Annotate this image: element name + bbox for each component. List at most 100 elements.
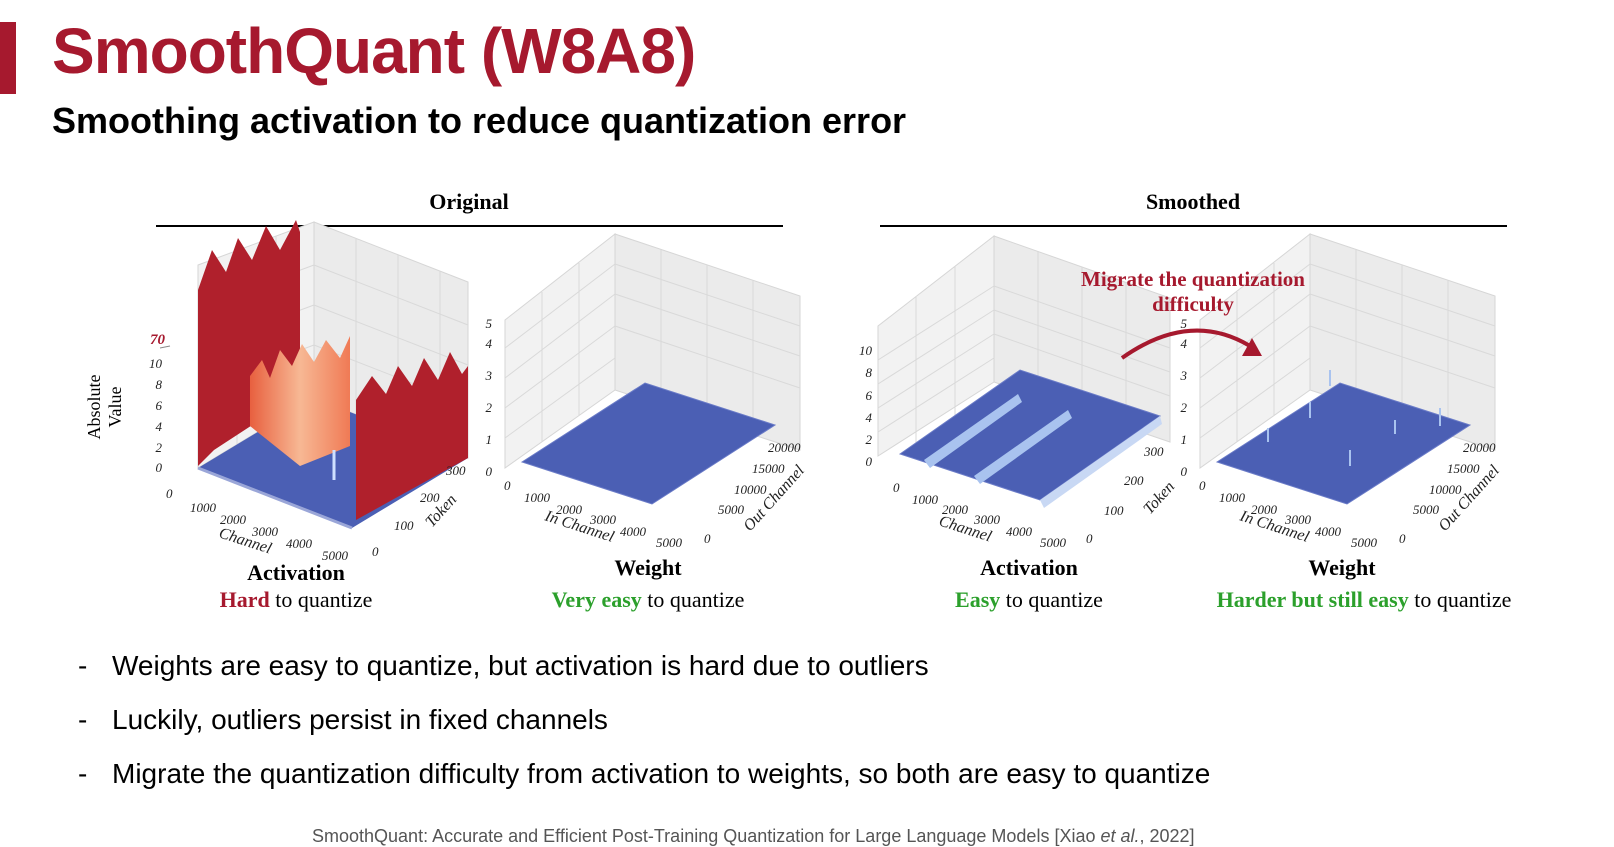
channel-tick-label: 4000 — [1006, 524, 1033, 539]
z-tick-label: 0 — [1181, 464, 1188, 479]
z-tick-label: 2 — [156, 440, 163, 455]
bullet-item: - Weights are easy to quantize, but activ… — [78, 650, 1210, 704]
migrate-arrow-icon — [1120, 328, 1252, 360]
p4-z-ticks: 0 1 2 3 4 5 — [1180, 316, 1188, 479]
caption-subtitle: Hard to quantize — [220, 587, 373, 612]
migrate-arrowhead-icon — [1242, 338, 1262, 356]
slide-title: SmoothQuant (W8A8) — [52, 15, 696, 87]
p4-out-channel-ticks: 0 5000 10000 15000 20000 — [1399, 440, 1496, 546]
in-channel-tick-label: 3000 — [589, 512, 617, 527]
caption-rest: to quantize — [1000, 587, 1103, 612]
channel-tick-label: 2000 — [942, 502, 969, 517]
out-channel-tick-label: 0 — [1399, 531, 1406, 546]
section-original-label: Original — [429, 189, 508, 214]
p3-token-axis-label: Token — [1140, 478, 1178, 517]
out-channel-tick-label: 15000 — [752, 461, 785, 476]
caption-smoothed-weight: Weight Harder but still easy to quantize — [1217, 555, 1512, 612]
channel-tick-label: 5000 — [322, 548, 349, 563]
caption-subtitle: Easy to quantize — [955, 587, 1103, 612]
panel-original-weight: 0 1 2 3 4 5 0 1000 2000 3000 4000 5000 I… — [485, 232, 808, 550]
p1-outlier-band-middle — [250, 336, 350, 466]
bullet-text: Migrate the quantization difficulty from… — [112, 758, 1211, 789]
bullet-text: Weights are easy to quantize, but activa… — [112, 650, 929, 681]
z-tick-label: 1 — [1181, 432, 1188, 447]
caption-smoothed-activation: Activation Easy to quantize — [955, 555, 1103, 612]
caption-highlight: Easy — [955, 587, 1000, 612]
caption-original-activation: Activation Hard to quantize — [220, 560, 373, 612]
z-tick-label: 4 — [866, 410, 873, 425]
citation-suffix: , 2022] — [1139, 826, 1195, 846]
p4-in-channel-ticks: 0 1000 2000 3000 4000 5000 — [1199, 478, 1378, 550]
z-axis-label-line2: Value — [105, 386, 125, 427]
title-accent-bar — [0, 22, 16, 94]
z-tick-label: 3 — [1180, 368, 1188, 383]
channel-tick-label: 2000 — [220, 512, 247, 527]
channel-tick-label: 3000 — [973, 512, 1001, 527]
out-channel-tick-label: 0 — [704, 531, 711, 546]
token-tick-label: 200 — [420, 490, 440, 505]
out-channel-tick-label: 20000 — [1463, 440, 1496, 455]
token-tick-label: 300 — [1143, 444, 1164, 459]
channel-tick-label: 3000 — [251, 524, 279, 539]
p3-token-ticks: 0 100 200 300 — [1086, 444, 1164, 546]
token-tick-label: 0 — [372, 544, 379, 559]
caption-rest: to quantize — [642, 587, 745, 612]
smoothquant-figure: Original Smoothed 70 0 2 4 6 8 10 — [84, 189, 1512, 612]
in-channel-tick-label: 5000 — [1351, 535, 1378, 550]
p2-floor-surface — [520, 382, 777, 505]
panel-original-activation: 70 0 2 4 6 8 10 Absolute Value 0 1000 20… — [84, 220, 469, 563]
in-channel-tick-label: 0 — [1199, 478, 1206, 493]
caption-highlight: Very easy — [552, 587, 642, 612]
p1-token-ticks: 0 100 200 300 — [372, 463, 466, 559]
in-channel-tick-label: 3000 — [1284, 512, 1312, 527]
z-tick-label: 5 — [486, 316, 493, 331]
p3-ridge-3 — [1040, 416, 1162, 508]
channel-tick-label: 5000 — [1040, 535, 1067, 550]
p1-channel-ticks: 0 1000 2000 3000 4000 5000 — [166, 486, 349, 563]
z-tick-label: 5 — [1181, 316, 1188, 331]
caption-subtitle: Harder but still easy to quantize — [1217, 587, 1512, 612]
channel-tick-label: 0 — [893, 480, 900, 495]
p1-outlier-break — [159, 345, 171, 349]
token-tick-label: 100 — [1104, 503, 1124, 518]
z-tick-label: 10 — [149, 356, 163, 371]
bullet-text: Luckily, outliers persist in fixed chann… — [112, 704, 608, 735]
z-tick-label: 0 — [486, 464, 493, 479]
caption-title: Weight — [1308, 555, 1376, 580]
p3-channel-ticks: 0 1000 2000 3000 4000 5000 — [893, 480, 1067, 550]
p3-grid — [877, 252, 1171, 444]
out-channel-tick-label: 5000 — [1413, 502, 1440, 517]
bullet-dash: - — [78, 704, 88, 735]
caption-subtitle: Very easy to quantize — [552, 587, 745, 612]
in-channel-tick-label: 4000 — [1315, 524, 1342, 539]
z-tick-label: 2 — [1181, 400, 1188, 415]
channel-tick-label: 4000 — [286, 536, 313, 551]
bullet-dash: - — [78, 650, 88, 681]
token-tick-label: 300 — [445, 463, 466, 478]
in-channel-tick-label: 1000 — [1219, 490, 1246, 505]
z-tick-label: 3 — [485, 368, 493, 383]
bullet-item: - Luckily, outliers persist in fixed chan… — [78, 704, 1210, 758]
p2-in-channel-ticks: 0 1000 2000 3000 4000 5000 — [504, 478, 683, 550]
caption-highlight: Hard — [220, 587, 270, 612]
z-tick-label: 8 — [866, 365, 873, 380]
p3-ridge-1 — [924, 394, 1022, 468]
z-tick-label: 4 — [1181, 336, 1188, 351]
citation-prefix: SmoothQuant: Accurate and Efficient Post… — [312, 826, 1101, 846]
bullet-item: - Migrate the quantization difficulty fro… — [78, 758, 1210, 812]
p1-outlier-band-right — [356, 352, 468, 520]
in-channel-tick-label: 0 — [504, 478, 511, 493]
out-channel-tick-label: 15000 — [1447, 461, 1480, 476]
caption-rest: to quantize — [270, 587, 373, 612]
z-tick-label: 10 — [859, 343, 873, 358]
slide-subtitle: Smoothing activation to reduce quantizat… — [52, 100, 907, 141]
bullet-dash: - — [78, 758, 88, 789]
p2-grid — [504, 250, 801, 442]
out-channel-tick-label: 10000 — [1429, 482, 1462, 497]
section-smoothed-label: Smoothed — [1146, 189, 1240, 214]
z-tick-label: 6 — [866, 388, 873, 403]
caption-title: Activation — [980, 555, 1078, 580]
in-channel-tick-label: 2000 — [1251, 502, 1278, 517]
caption-highlight: Harder but still easy — [1217, 587, 1409, 612]
z-tick-label: 1 — [486, 432, 493, 447]
